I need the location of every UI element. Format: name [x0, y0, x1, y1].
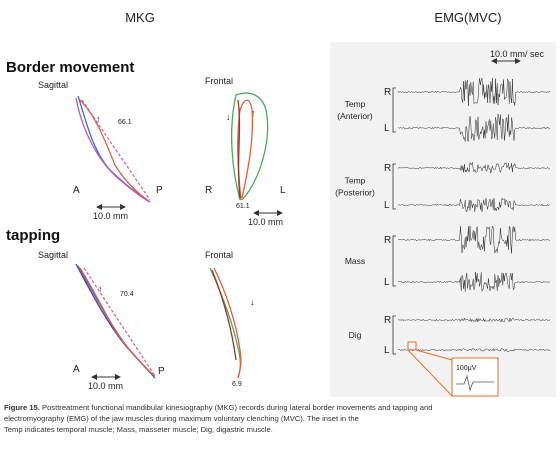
- bracket: [392, 163, 396, 210]
- side-label: L: [384, 345, 390, 356]
- muscle-label: Mass: [345, 256, 365, 266]
- arrow-glyph: ↑: [96, 114, 101, 124]
- panel-title: Frontal: [205, 76, 233, 86]
- value-label: 70.4: [120, 291, 134, 298]
- inset-connector: [415, 349, 453, 361]
- axis-label: P: [156, 185, 163, 196]
- arrow-glyph: ↓: [226, 112, 231, 122]
- side-label: L: [384, 277, 390, 288]
- bracket: [392, 315, 396, 355]
- scale-label: 10.0 mm: [88, 381, 123, 391]
- axis-label: R: [205, 185, 212, 196]
- axis-label: L: [280, 185, 286, 196]
- panel-title: Frontal: [205, 250, 233, 260]
- emg-trace: [397, 317, 551, 323]
- side-label: L: [384, 123, 390, 134]
- section-title: tapping: [6, 227, 60, 244]
- scale-label: 10.0 mm/ sec: [490, 49, 545, 59]
- emg-trace: [397, 348, 551, 352]
- emg-rows: Temp (Anterior) R L Temp (Posterior) R L Mass R L D…: [335, 77, 551, 356]
- value-label: 66.1: [118, 119, 132, 126]
- panel-title: Sagittal: [38, 80, 68, 90]
- sagittal-trace: [75, 263, 156, 379]
- axis-label: P: [158, 366, 165, 377]
- inset-marker: [407, 341, 417, 351]
- arrow-glyph: ↑: [98, 284, 103, 294]
- caption-label: Figure 15.: [4, 403, 40, 412]
- bracket: [392, 235, 396, 287]
- value-label: 6.9: [232, 381, 242, 388]
- panel-title: Sagittal: [38, 250, 68, 260]
- emg-trace: [397, 161, 551, 174]
- muscle-label: Dig: [349, 330, 362, 340]
- emg-trace: [397, 77, 551, 106]
- frontal-trace: [230, 92, 269, 201]
- inset-label: 100μV: [456, 365, 477, 372]
- bracket: [392, 87, 396, 133]
- value-label: 61.1: [236, 203, 250, 210]
- muscle-label: Temp: [345, 99, 366, 109]
- side-label: R: [384, 235, 391, 246]
- side-label: L: [384, 200, 390, 211]
- caption-line: Figure 15. Posttreatment functional mand…: [4, 403, 432, 412]
- emg-trace: [397, 271, 551, 292]
- muscle-label: (Posterior): [335, 188, 375, 198]
- frontal-trace: [209, 267, 242, 379]
- arrow-glyph: ↓: [250, 297, 255, 307]
- scale-label: 10.0 mm: [248, 217, 283, 227]
- scale-label: 10.0 mm: [93, 211, 128, 221]
- muscle-label: Temp: [345, 176, 366, 186]
- axis-label: A: [73, 185, 80, 196]
- inset-trace: [456, 374, 494, 392]
- inset-box: [451, 357, 499, 397]
- emg-background: [330, 42, 556, 397]
- inset-connector: [407, 349, 453, 397]
- caption-text: Posttreatment functional mandibular kine…: [42, 403, 432, 412]
- sagittal-trace: [75, 95, 151, 203]
- emg-title: EMG(MVC): [434, 10, 501, 25]
- section-title: Border movement: [6, 59, 134, 76]
- emg-trace: [397, 197, 551, 213]
- caption-line: Temp indicates temporal muscle; Mass, ma…: [4, 425, 273, 434]
- mkg-title: MKG: [125, 10, 155, 25]
- side-label: R: [384, 87, 391, 98]
- axis-label: A: [73, 364, 80, 375]
- emg-trace: [397, 225, 551, 254]
- side-label: R: [384, 315, 391, 326]
- caption-line: electromyography (EMG) of the jaw muscle…: [4, 414, 359, 423]
- side-label: R: [384, 163, 391, 174]
- muscle-label: (Anterior): [337, 111, 373, 121]
- arrow-glyph: ↑: [251, 108, 256, 118]
- emg-trace: [397, 113, 551, 142]
